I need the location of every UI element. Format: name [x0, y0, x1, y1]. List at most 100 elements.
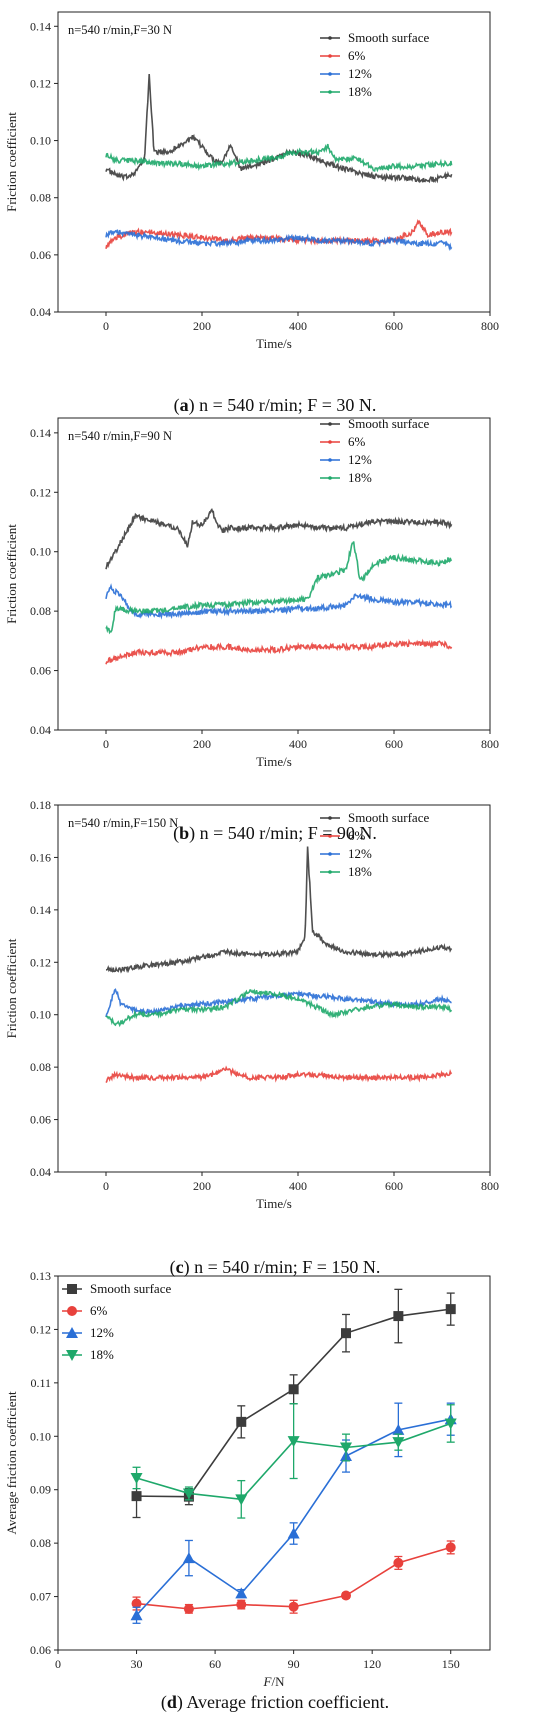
legend-marker — [67, 1306, 77, 1316]
y-tick-label: 0.06 — [30, 664, 51, 678]
caption-c: (c) n = 540 r/min; F = 150 N. — [169, 1257, 381, 1277]
series-line-1 — [105, 638, 453, 665]
y-tick-label: 0.12 — [30, 1322, 51, 1336]
data-point — [183, 1603, 194, 1614]
legend-label: Smooth surface — [348, 810, 429, 825]
plot-frame — [57, 417, 491, 731]
x-tick-label: 120 — [363, 1657, 381, 1671]
legend-marker — [66, 1350, 78, 1361]
series-line-1 — [105, 1065, 453, 1084]
legend-label: Smooth surface — [348, 30, 429, 45]
plot-frame — [57, 1275, 491, 1651]
chart-1: 0 200 400 600 800 0.04 0.06 0.08 0.10 0.12 0.14 Tim… — [4, 416, 499, 769]
x-tick-label: 150 — [442, 1657, 460, 1671]
data-point — [445, 1542, 456, 1553]
data-point — [235, 1587, 248, 1599]
data-point — [340, 1442, 352, 1454]
legend: Smooth surface 6% 12% 18% — [320, 810, 429, 879]
data-point — [235, 1494, 248, 1506]
legend-label: Smooth surface — [348, 416, 429, 431]
legend-label: 12% — [90, 1325, 114, 1340]
series-line-1 — [105, 219, 453, 249]
x-tick-label: 400 — [289, 319, 307, 333]
legend-marker — [328, 834, 332, 838]
x-tick-label: 800 — [481, 1179, 499, 1193]
data-point — [236, 1416, 247, 1427]
series-line-1 — [136, 1546, 451, 1610]
condition-annotation: n=540 r/min,F=150 N — [68, 816, 178, 830]
plot-area — [105, 508, 453, 665]
x-tick-label: 400 — [289, 1179, 307, 1193]
y-tick-label: 0.04 — [30, 723, 51, 737]
chart-2: 0 200 400 600 800 0.04 0.06 0.08 0.10 0.12 0.14 0.1… — [4, 798, 499, 1211]
data-point — [393, 1557, 404, 1568]
legend: Smooth surface 6% 12% 18% — [320, 416, 429, 485]
y-tick-label: 0.10 — [30, 1429, 51, 1443]
plot-area — [105, 846, 453, 1084]
data-point — [182, 1488, 195, 1500]
legend-label: 12% — [348, 66, 372, 81]
data-point — [288, 1601, 299, 1612]
legend-label: 6% — [348, 434, 366, 449]
legend-label: 6% — [348, 828, 366, 843]
caption-b: (b) n = 540 r/min; F = 90 N. — [173, 823, 377, 843]
x-axis-label: Time/s — [256, 1196, 292, 1211]
x-axis-label: Time/s — [256, 336, 292, 351]
legend-marker — [328, 422, 332, 426]
data-point — [236, 1599, 247, 1610]
plot-frame — [57, 11, 491, 313]
x-tick-label: 800 — [481, 319, 499, 333]
y-tick-label: 0.18 — [30, 798, 51, 812]
data-point — [392, 1423, 405, 1435]
legend: Smooth surface 6% 12% 18% — [320, 30, 429, 99]
series-line-3 — [105, 143, 453, 173]
legend-marker — [328, 852, 332, 856]
x-tick-label: 0 — [103, 1179, 109, 1193]
x-tick-label: 200 — [193, 1179, 211, 1193]
y-tick-label: 0.14 — [30, 426, 51, 440]
legend-marker — [328, 90, 332, 94]
x-tick-label: 30 — [131, 1657, 143, 1671]
y-tick-label: 0.12 — [30, 485, 51, 499]
x-tick-label: 200 — [193, 319, 211, 333]
legend-label: 18% — [348, 864, 372, 879]
chart-0: 0 200 400 600 800 0.04 0.06 0.08 0.10 0.12 0.14 Tim… — [4, 11, 499, 351]
x-tick-label: 0 — [55, 1657, 61, 1671]
legend-label: Smooth surface — [90, 1281, 171, 1296]
x-axis-label: F/N — [263, 1674, 286, 1689]
legend-marker — [67, 1284, 77, 1294]
y-tick-label: 0.14 — [30, 903, 51, 917]
y-tick-label: 0.10 — [30, 134, 51, 148]
y-tick-label: 0.14 — [30, 19, 51, 33]
y-tick-label: 0.06 — [30, 1643, 51, 1657]
y-axis-label: Friction coefficient — [4, 524, 19, 624]
legend-marker — [328, 816, 332, 820]
data-point — [341, 1590, 351, 1601]
data-point — [130, 1472, 143, 1484]
series-line-0 — [106, 846, 453, 974]
y-tick-label: 0.04 — [30, 1165, 51, 1179]
x-tick-label: 600 — [385, 737, 403, 751]
caption-d: (d) Average friction coefficient. — [160, 1692, 390, 1712]
x-tick-label: 600 — [385, 1179, 403, 1193]
y-axis-label: Average friction coefficient — [4, 1391, 19, 1535]
series-line-3 — [105, 541, 453, 635]
legend-marker — [328, 72, 332, 76]
data-point — [287, 1527, 300, 1539]
plot-area — [105, 74, 453, 252]
legend-marker — [328, 476, 332, 480]
y-tick-label: 0.10 — [30, 545, 51, 559]
x-tick-label: 90 — [288, 1657, 300, 1671]
y-axis-label: Friction coefficient — [4, 112, 19, 212]
data-point — [445, 1304, 456, 1315]
x-tick-label: 60 — [209, 1657, 221, 1671]
caption-a: (a) n = 540 r/min; F = 30 N. — [173, 395, 377, 415]
legend-label: 18% — [90, 1347, 114, 1362]
x-tick-label: 0 — [103, 319, 109, 333]
x-tick-label: 200 — [193, 737, 211, 751]
legend-label: 12% — [348, 846, 372, 861]
y-tick-label: 0.09 — [30, 1483, 51, 1497]
data-point — [393, 1311, 404, 1322]
y-tick-label: 0.06 — [30, 1113, 51, 1127]
